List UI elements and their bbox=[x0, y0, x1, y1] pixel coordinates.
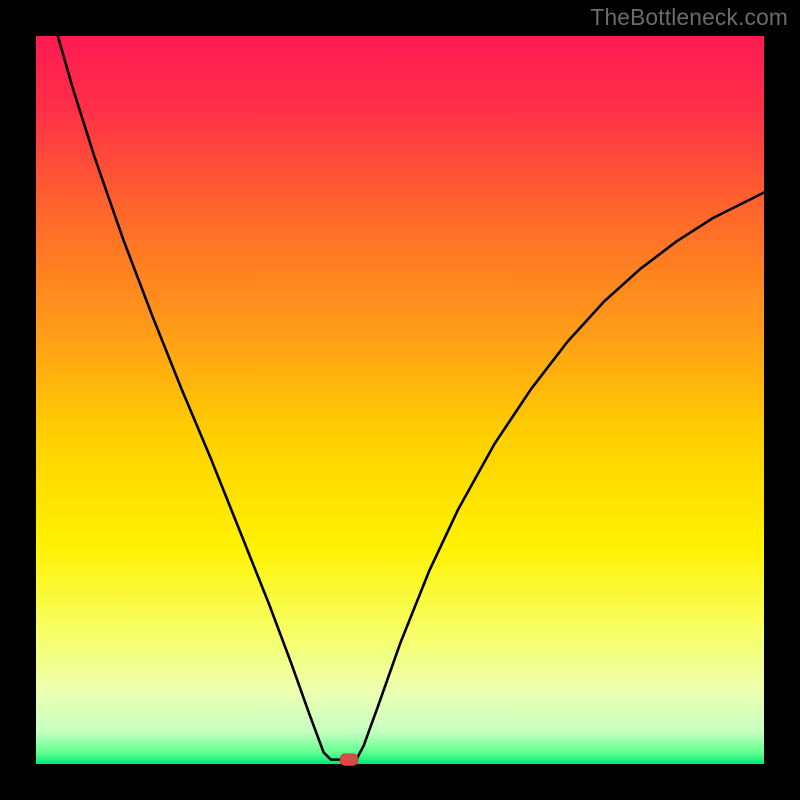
optimum-marker bbox=[340, 754, 358, 766]
watermark-text: TheBottleneck.com bbox=[590, 4, 788, 31]
plot-background bbox=[36, 36, 764, 764]
bottleneck-chart bbox=[0, 0, 800, 800]
stage: TheBottleneck.com bbox=[0, 0, 800, 800]
